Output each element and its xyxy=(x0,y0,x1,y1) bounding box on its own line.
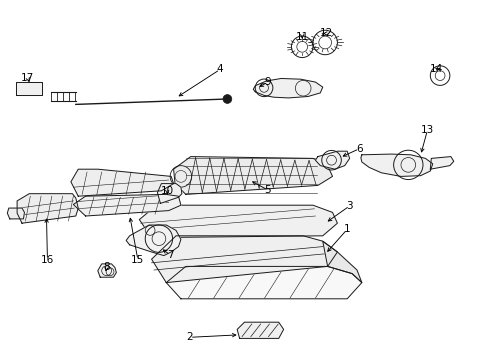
Polygon shape xyxy=(151,236,337,283)
Text: 11: 11 xyxy=(295,32,308,42)
Polygon shape xyxy=(429,157,453,169)
Text: 17: 17 xyxy=(21,73,35,84)
Circle shape xyxy=(223,95,231,103)
Text: 8: 8 xyxy=(103,262,110,272)
Text: 15: 15 xyxy=(131,255,144,265)
Polygon shape xyxy=(237,322,283,338)
Polygon shape xyxy=(360,154,432,176)
Polygon shape xyxy=(157,184,182,203)
Polygon shape xyxy=(98,264,116,277)
Text: 10: 10 xyxy=(161,186,173,196)
Text: 3: 3 xyxy=(346,201,352,211)
Text: 12: 12 xyxy=(319,28,332,39)
Text: 6: 6 xyxy=(355,144,362,154)
Polygon shape xyxy=(73,194,181,216)
Polygon shape xyxy=(322,241,361,283)
Polygon shape xyxy=(253,78,322,98)
Text: 1: 1 xyxy=(343,224,350,234)
Text: 5: 5 xyxy=(264,185,271,195)
Polygon shape xyxy=(139,205,337,238)
Polygon shape xyxy=(166,266,361,299)
Polygon shape xyxy=(16,82,41,95)
Polygon shape xyxy=(315,151,349,169)
Polygon shape xyxy=(173,157,332,194)
Polygon shape xyxy=(71,169,173,196)
Polygon shape xyxy=(17,194,78,223)
Polygon shape xyxy=(7,208,24,219)
Text: 14: 14 xyxy=(429,64,443,75)
Text: 13: 13 xyxy=(420,125,433,135)
Text: 7: 7 xyxy=(166,250,173,260)
Text: 2: 2 xyxy=(186,332,193,342)
Text: 4: 4 xyxy=(216,64,223,75)
Text: 16: 16 xyxy=(41,255,54,265)
Text: 9: 9 xyxy=(264,77,271,87)
Polygon shape xyxy=(126,225,181,256)
